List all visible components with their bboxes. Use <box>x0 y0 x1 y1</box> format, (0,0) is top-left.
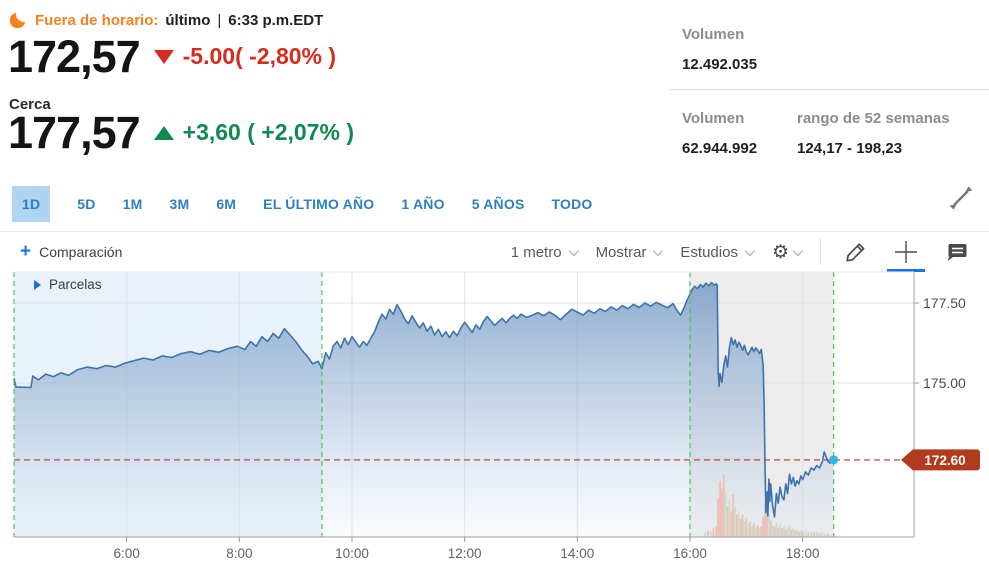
crosshair-icon <box>895 241 917 263</box>
volume-value: 12.492.035 <box>682 56 758 73</box>
close-price: 177,57 <box>8 107 141 158</box>
close-change-text: +3,60 ( +2,07% ) <box>182 119 354 145</box>
x-tick-label: 8:00 <box>226 546 252 561</box>
expand-icon <box>949 186 973 210</box>
stats-divider <box>670 89 989 90</box>
volume2-value: 62.944.992 <box>682 140 758 157</box>
display-dropdown[interactable]: Mostrar <box>595 243 664 261</box>
session-label: Fuera de horario: <box>35 11 159 29</box>
tab-1-año[interactable]: 1 AÑO <box>401 196 445 212</box>
last-price-badge-label: 172.60 <box>924 453 965 468</box>
tab-5-años[interactable]: 5 AÑOS <box>471 196 525 212</box>
triangle-right-icon <box>34 279 41 290</box>
close-price-row: 177,57 +3,60 ( +2,07% ) <box>8 110 354 155</box>
range-value: 124,17 - 198,23 <box>797 140 903 157</box>
volume2-label: Volumen <box>682 110 745 127</box>
timeframe-tabs: 1D 5D 1M 3M 6M EL ÚLTIMO AÑO 1 AÑO 5 AÑOS TODO <box>12 186 620 222</box>
close-change: +3,60 ( +2,07% ) <box>153 119 354 146</box>
interval-dropdown-label: 1 metro <box>510 243 562 261</box>
moon-icon <box>9 12 26 29</box>
comments-button[interactable] <box>941 232 971 272</box>
close-label: Cerca <box>9 96 51 113</box>
range-label: rango de 52 semanas <box>797 110 950 127</box>
separator: | <box>217 11 222 29</box>
studies-dropdown-label: Estudios <box>680 243 738 261</box>
last-change: -5.00( -2,80% ) <box>153 43 337 70</box>
plus-icon: + <box>20 241 32 262</box>
tab-todo[interactable]: TODO <box>551 196 593 212</box>
display-dropdown-label: Mostrar <box>595 243 647 261</box>
tab-5d[interactable]: 5D <box>77 196 96 212</box>
last-price-badge: 172.60 <box>901 449 980 471</box>
fullscreen-button[interactable] <box>945 182 977 214</box>
x-tick-label: 10:00 <box>335 546 369 561</box>
draw-tool-button[interactable] <box>841 232 871 272</box>
arrow-down-icon <box>153 49 174 64</box>
arrow-up-icon <box>153 125 174 140</box>
session-marker-lines <box>13 272 835 537</box>
last-price: 172,57 <box>8 31 141 82</box>
toolbar-right-group: 1 metro Mostrar Estudios ⚙ <box>511 232 971 272</box>
compare-label: Comparación <box>39 243 123 260</box>
pencil-icon <box>846 243 865 262</box>
x-axis-ticks: 6:00 8:00 10:00 12:00 14:00 16:00 18:00 <box>114 537 820 561</box>
x-tick-label: 12:00 <box>448 546 482 561</box>
toolbar-divider <box>820 239 821 265</box>
x-tick-label: 16:00 <box>673 546 707 561</box>
compare-button[interactable]: + Comparación <box>20 242 122 261</box>
interval-dropdown[interactable]: 1 metro <box>510 243 579 261</box>
quote-time: 6:33 p.m.EDT <box>228 11 324 29</box>
price-line <box>13 281 835 518</box>
volume-label: Volumen <box>682 26 745 43</box>
y-tick-label: 175.00 <box>923 375 966 391</box>
tab-3m[interactable]: 3M <box>169 196 190 212</box>
after-hours-price-row: 172,57 -5.00( -2,80% ) <box>8 34 336 79</box>
last-change-text: -5.00( -2,80% ) <box>182 43 337 69</box>
last-label: último <box>165 11 211 29</box>
tab-el-último-año[interactable]: EL ÚLTIMO AÑO <box>263 196 375 212</box>
price-area-fill <box>14 282 834 537</box>
plots-label: Parcelas <box>49 277 102 292</box>
tab-1d[interactable]: 1D <box>12 186 51 222</box>
chart-toolbar: + Comparación 1 metro Mostrar Estudios ⚙ <box>0 231 989 272</box>
crosshair-tool-button[interactable] <box>887 232 925 272</box>
x-tick-label: 18:00 <box>786 546 820 561</box>
comment-icon <box>947 244 967 261</box>
tab-1m[interactable]: 1M <box>122 196 143 212</box>
y-tick-label: 177.50 <box>923 295 966 311</box>
studies-dropdown[interactable]: Estudios <box>680 243 755 261</box>
last-price-dot <box>829 455 839 465</box>
session-status-row: Fuera de horario: último | 6:33 p.m.EDT <box>8 10 323 30</box>
gear-icon: ⚙ <box>771 241 789 263</box>
plots-toggle[interactable]: Parcelas <box>34 277 102 292</box>
session-volume: Volumen 62.944.992 <box>682 110 797 157</box>
after-hours-volume: Volumen 12.492.035 <box>682 26 757 73</box>
x-tick-label: 14:00 <box>560 546 594 561</box>
x-tick-label: 6:00 <box>114 546 140 561</box>
tab-6m[interactable]: 6M <box>216 196 237 212</box>
session-stats-row: Volumen 62.944.992 rango de 52 semanas 1… <box>682 110 950 157</box>
volume-bars <box>704 474 835 537</box>
week52-range: rango de 52 semanas 124,17 - 198,23 <box>797 110 950 157</box>
settings-button[interactable]: ⚙ <box>771 241 803 263</box>
y-axis-ticks: 177.50 175.00 <box>914 295 966 391</box>
